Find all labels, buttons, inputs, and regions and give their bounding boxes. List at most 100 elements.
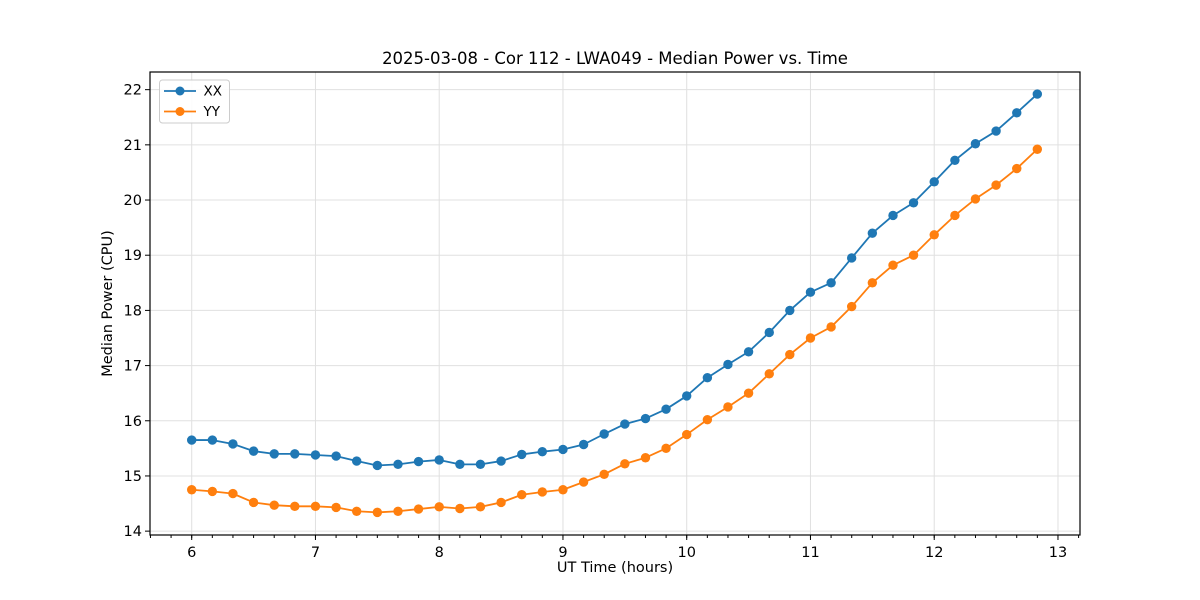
data-point-yy	[537, 487, 547, 497]
x-tick-label: 11	[801, 545, 819, 561]
data-point-yy	[805, 333, 816, 343]
data-point-yy	[413, 504, 424, 514]
data-point-yy	[846, 301, 857, 312]
data-point-yy	[929, 230, 939, 240]
data-point-xx	[1032, 89, 1043, 99]
data-point-yy	[1032, 144, 1043, 154]
data-point-xx	[908, 198, 919, 208]
data-point-xx	[331, 451, 341, 461]
legend-label-xx: XX	[204, 84, 223, 100]
data-point-xx	[228, 439, 238, 449]
data-point-xx	[1012, 108, 1022, 118]
data-point-xx	[929, 177, 939, 187]
gridlines	[150, 72, 1080, 535]
data-point-yy	[475, 502, 486, 512]
legend-item-yy: YY	[164, 104, 221, 120]
x-tick-label: 10	[677, 545, 695, 561]
data-point-yy	[867, 278, 878, 288]
data-point-yy	[785, 349, 795, 360]
data-point-yy	[640, 453, 651, 463]
data-point-xx	[393, 459, 403, 470]
data-point-yy	[620, 459, 630, 469]
data-point-xx	[413, 456, 424, 467]
data-point-yy	[826, 322, 836, 332]
data-point-xx	[991, 126, 1001, 136]
data-point-xx	[372, 460, 383, 471]
data-point-xx	[310, 450, 321, 460]
data-point-xx	[785, 305, 795, 316]
data-point-yy	[950, 210, 960, 221]
data-point-xx	[475, 459, 486, 470]
plot-border	[149, 71, 1081, 536]
data-point-xx	[496, 456, 506, 466]
data-point-yy	[970, 194, 981, 204]
legend-marker-yy	[175, 107, 185, 116]
x-tick-label: 12	[925, 545, 943, 561]
data-point-xx	[290, 449, 300, 459]
data-point-yy	[661, 443, 671, 454]
data-point-yy	[702, 414, 713, 425]
data-point-yy	[269, 500, 279, 510]
data-point-yy	[393, 506, 403, 516]
data-point-yy	[888, 260, 898, 270]
data-point-xx	[640, 413, 651, 424]
data-point-xx	[269, 449, 279, 459]
data-point-xx	[248, 446, 259, 456]
data-point-yy	[496, 497, 506, 508]
y-tick-label: 18	[124, 303, 142, 319]
axis-tick-labels: 6 7 8 9 10 11 12 13 14 15 16 17 18 19 20 21 22	[124, 83, 1068, 561]
y-tick-label: 14	[124, 524, 142, 540]
legend: XX YY	[159, 79, 230, 124]
y-tick-label: 15	[124, 469, 142, 485]
y-tick-label: 17	[124, 359, 142, 375]
data-point-xx	[723, 359, 733, 370]
y-tick-label: 20	[124, 193, 142, 209]
x-axis-label: UT Time (hours)	[557, 560, 673, 576]
x-tick-label: 13	[1049, 545, 1067, 561]
data-point-yy	[228, 488, 238, 499]
data-point-yy	[187, 485, 197, 495]
data-point-xx	[434, 455, 444, 465]
series-yy	[187, 144, 1043, 518]
data-point-xx	[578, 439, 589, 450]
data-point-yy	[991, 180, 1001, 190]
data-point-xx	[867, 228, 878, 238]
data-point-xx	[455, 459, 465, 470]
data-point-xx	[599, 429, 609, 439]
data-point-yy	[455, 503, 465, 514]
data-point-xx	[661, 404, 671, 414]
data-point-yy	[723, 402, 733, 412]
x-tick-label: 6	[187, 545, 196, 561]
data-point-xx	[207, 435, 218, 445]
legend-label-yy: YY	[203, 104, 221, 120]
data-point-xx	[702, 373, 713, 383]
data-point-xx	[764, 327, 774, 338]
data-point-yy	[290, 501, 300, 511]
data-point-yy	[578, 477, 589, 487]
data-point-xx	[888, 210, 898, 221]
data-point-yy	[558, 485, 568, 495]
data-point-yy	[1012, 163, 1022, 174]
y-tick-label: 21	[124, 138, 142, 154]
data-point-yy	[331, 502, 341, 513]
data-point-xx	[517, 449, 527, 460]
data-point-yy	[310, 501, 321, 511]
data-point-yy	[908, 250, 919, 260]
legend-marker-xx	[175, 86, 185, 96]
data-point-xx	[537, 446, 547, 457]
y-tick-label: 19	[124, 248, 142, 264]
data-point-yy	[743, 388, 754, 398]
y-tick-label: 22	[124, 83, 142, 99]
data-point-xx	[970, 139, 981, 149]
data-point-yy	[682, 429, 692, 440]
data-point-yy	[599, 469, 609, 479]
data-point-yy	[764, 369, 774, 379]
x-tick-label: 7	[311, 545, 320, 561]
x-tick-label: 9	[558, 545, 567, 561]
data-point-xx	[351, 456, 362, 466]
data-point-yy	[372, 507, 383, 518]
data-point-yy	[351, 506, 362, 516]
data-point-xx	[805, 287, 816, 297]
